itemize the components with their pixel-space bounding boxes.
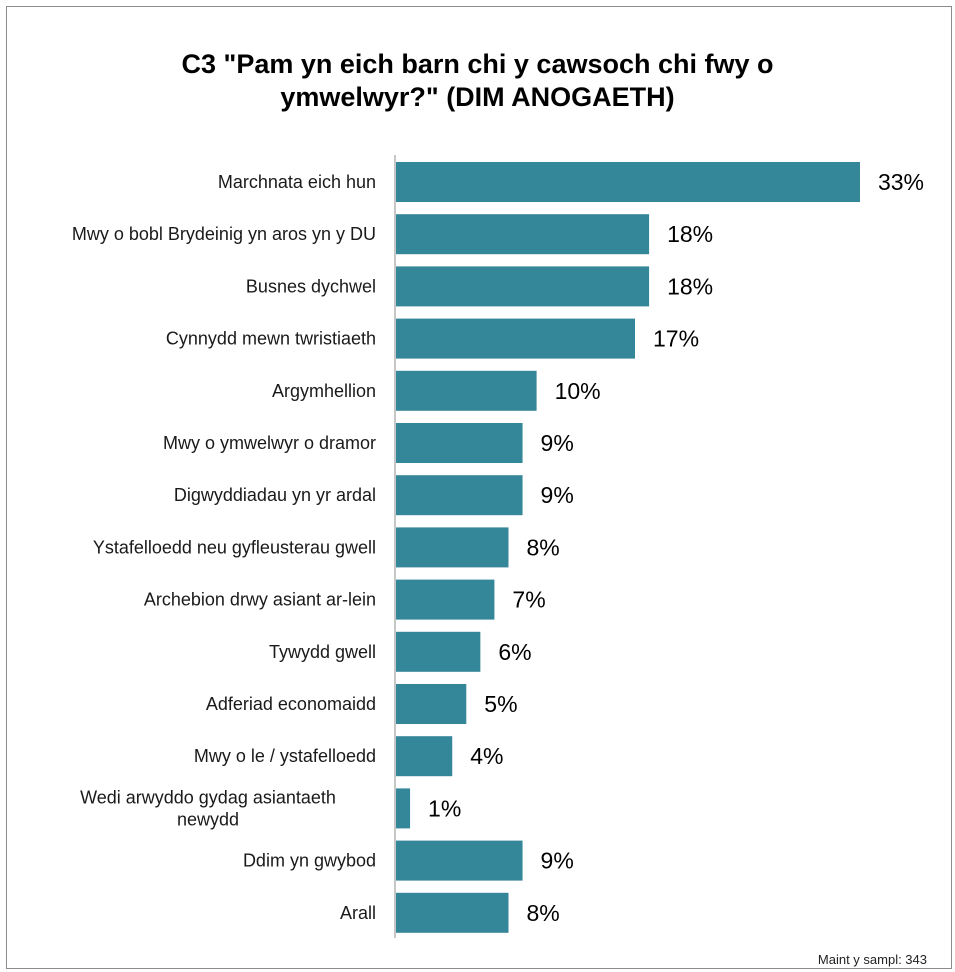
category-label: Ystafelloedd neu gyfleusterau gwell [93, 537, 376, 557]
bar [396, 788, 411, 829]
bar [396, 631, 481, 672]
sample-size-note: Maint y sampl: 343 [817, 952, 927, 967]
category-label: Archebion drwy asiant ar-lein [144, 590, 376, 610]
bar [396, 892, 509, 933]
category-label: Busnes dychwel [246, 276, 376, 296]
bar-value-label: 33% [878, 169, 924, 195]
bar [396, 423, 523, 463]
category-label: Cynnydd mewn twristiaeth [166, 329, 376, 349]
bar [396, 214, 650, 255]
bar [396, 475, 523, 516]
category-label: Mwy o bobl Brydeinig yn aros yn y DU [72, 224, 376, 244]
category-label: Ddim yn gwybod [243, 851, 376, 871]
bar-value-label: 18% [667, 273, 713, 299]
category-label: Digwyddiadau yn yr ardal [174, 485, 376, 505]
chart-title-line-1: C3 "Pam yn eich barn chi y cawsoch chi f… [181, 49, 774, 79]
bar-value-label: 17% [653, 326, 699, 352]
bar-value-label: 9% [541, 848, 574, 874]
bar [396, 370, 537, 411]
bar-value-label: 8% [526, 900, 559, 926]
bar [396, 840, 523, 881]
bar [396, 318, 636, 359]
category-label: Marchnata eich hun [218, 172, 376, 192]
bar-value-label: 6% [498, 639, 531, 665]
category-label: Mwy o le / ystafelloedd [194, 746, 376, 766]
bar-value-label: 1% [428, 795, 461, 821]
category-label: Argymhellion [272, 381, 376, 401]
category-label: Arall [340, 903, 376, 923]
bar-value-label: 4% [470, 743, 503, 769]
bar [396, 266, 650, 307]
bar-value-label: 10% [555, 378, 601, 404]
category-label: Adferiad economaidd [206, 694, 376, 714]
bar [396, 162, 860, 202]
bar [396, 736, 453, 777]
category-label: Tywydd gwell [269, 642, 376, 662]
bar-value-label: 8% [526, 534, 559, 560]
bar-value-label: 9% [541, 482, 574, 508]
bar-value-label: 18% [667, 221, 713, 247]
bar [396, 579, 495, 620]
category-label: Wedi arwyddo gydag asiantaeth newydd [80, 787, 336, 829]
chart-title: C3 "Pam yn eich barn chi y cawsoch chi f… [0, 48, 955, 114]
bar-value-label: 7% [512, 587, 545, 613]
bar-value-label: 5% [484, 691, 517, 717]
bar [396, 684, 467, 724]
category-label: Mwy o ymwelwyr o dramor [163, 433, 376, 453]
bar-value-label: 9% [541, 430, 574, 456]
chart-title-line-2: ymwelwyr?" (DIM ANOGAETH) [280, 82, 675, 112]
bar [396, 527, 509, 568]
